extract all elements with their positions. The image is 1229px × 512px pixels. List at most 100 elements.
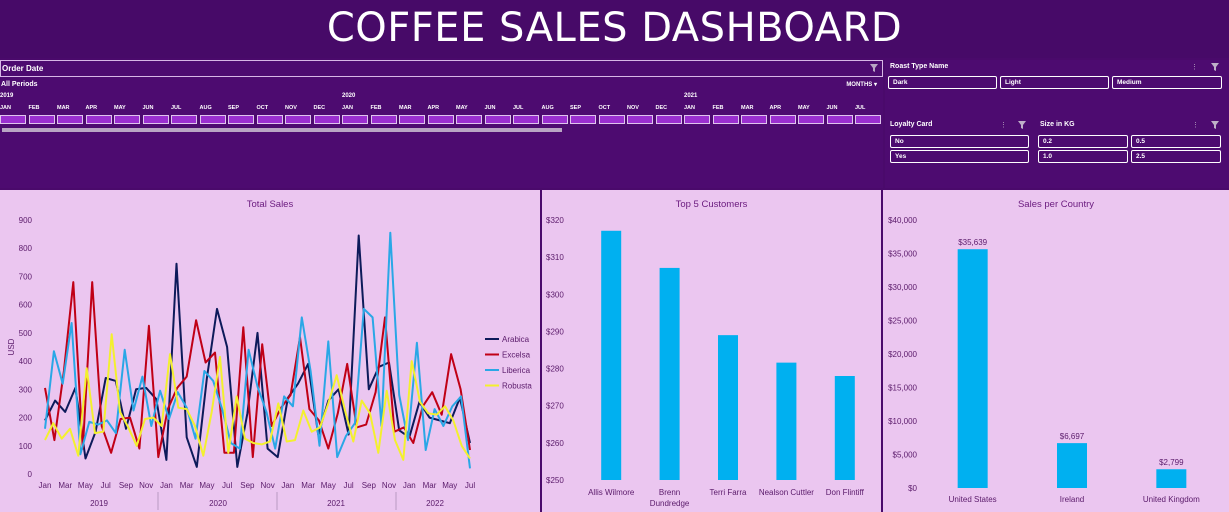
size-option-0-5[interactable]: 0.5	[1131, 135, 1221, 148]
timeline-month-cell[interactable]	[28, 115, 55, 124]
multi-select-icon[interactable]: ⋮	[1192, 122, 1199, 129]
order-date-timeline[interactable]: Order Date All Periods MONTHS ▾ JAN FEB MA…	[0, 60, 883, 188]
y-tick-label: $300	[546, 290, 564, 299]
y-tick-label: $280	[546, 365, 564, 374]
roast-option-medium[interactable]: Medium	[1112, 76, 1222, 89]
x-tick-label: Sep	[240, 481, 255, 490]
timeline-month-cell[interactable]	[598, 115, 625, 124]
timeline-month-cell[interactable]	[684, 115, 710, 124]
timeline-month-cell[interactable]	[0, 115, 26, 124]
timeline-month-cell[interactable]	[712, 115, 739, 124]
timeline-month-label: JAN	[684, 105, 696, 111]
timeline-month-cell[interactable]	[627, 115, 653, 124]
timeline-month-cell[interactable]	[228, 115, 254, 124]
timeline-month-cell[interactable]	[769, 115, 796, 124]
timeline-month-cell[interactable]	[855, 115, 881, 124]
timeline-month-cell[interactable]	[655, 115, 682, 124]
x-year-label: 2019	[90, 499, 108, 508]
loyalty-card-slicer[interactable]: Loyalty Card ⋮ No Yes	[885, 121, 1035, 167]
clear-filter-icon[interactable]	[870, 64, 878, 72]
y-tick-label: 800	[19, 244, 33, 253]
timeline-month-cell[interactable]	[541, 115, 568, 124]
timeline-month-cell[interactable]	[313, 115, 340, 124]
country-bar	[957, 249, 988, 488]
timeline-month-cell[interactable]	[342, 115, 368, 124]
x-category-label: Allis Wilmore	[588, 488, 635, 497]
timeline-month-label: JUN	[484, 105, 496, 111]
roast-type-slicer[interactable]: Roast Type Name ⋮ Dark Light Medium	[885, 63, 1225, 95]
timeline-month-cell[interactable]	[427, 115, 454, 124]
x-tick-label: Jan	[160, 481, 173, 490]
x-tick-label: Sep	[119, 481, 134, 490]
timeline-month-label: DEC	[313, 105, 326, 111]
top-customers-title: Top 5 Customers	[675, 199, 748, 210]
size-option-0-2[interactable]: 0.2	[1038, 135, 1128, 148]
timeline-month-label: APR	[769, 105, 782, 111]
timeline-month-cell[interactable]	[114, 115, 140, 124]
x-tick-label: Nov	[261, 481, 275, 490]
timeline-month-label: MAY	[456, 105, 468, 111]
y-tick-label: 0	[28, 470, 33, 479]
timeline-month-label: JUL	[855, 105, 866, 111]
x-tick-label: Sep	[362, 481, 377, 490]
timeline-month-cell[interactable]	[513, 115, 539, 124]
timeline-month-cell[interactable]	[826, 115, 853, 124]
customer-bar	[776, 362, 797, 480]
customer-bar	[601, 230, 622, 480]
timeline-month-cell[interactable]	[370, 115, 397, 124]
size-slicer[interactable]: Size in KG ⋮ 0.2 0.5 1.0 2.5	[1035, 121, 1225, 167]
y-tick-label: 400	[19, 357, 33, 366]
timeline-month-cell[interactable]	[798, 115, 824, 124]
timeline-granularity-dropdown[interactable]: MONTHS ▾	[846, 81, 877, 88]
timeline-month-label: JUL	[513, 105, 524, 111]
loyalty-option-no[interactable]: No	[890, 135, 1029, 148]
total-sales-title: Total Sales	[246, 199, 294, 210]
timeline-month-label: SEP	[570, 105, 582, 111]
multi-select-icon[interactable]: ⋮	[1000, 122, 1007, 129]
x-tick-label: Mar	[301, 481, 315, 490]
timeline-month-cell[interactable]	[57, 115, 83, 124]
top-customers-panel: Top 5 Customers $250 $260 $270 $280 $290 $300…	[542, 190, 881, 512]
clear-filter-icon[interactable]	[1018, 121, 1026, 129]
y-tick-label: $5,000	[893, 451, 918, 460]
timeline-month-cell[interactable]	[199, 115, 226, 124]
timeline-month-label: JUL	[171, 105, 182, 111]
timeline-year-label: 2019	[0, 93, 14, 99]
multi-select-icon[interactable]: ⋮	[1191, 64, 1198, 71]
timeline-month-cell[interactable]	[484, 115, 511, 124]
x-tick-label: Jul	[101, 481, 111, 490]
y-tick-label: $0	[908, 484, 917, 493]
timeline-month-label: JAN	[0, 105, 12, 111]
timeline-month-label: FEB	[28, 105, 40, 111]
roast-option-light[interactable]: Light	[1000, 76, 1109, 89]
sales-per-country-panel: Sales per Country $0 $5,000 $10,000 $15,000…	[883, 190, 1229, 512]
timeline-month-cell[interactable]	[142, 115, 169, 124]
timeline-month-cell[interactable]	[456, 115, 482, 124]
size-option-2-5[interactable]: 2.5	[1131, 150, 1221, 163]
timeline-month-cell[interactable]	[256, 115, 283, 124]
loyalty-option-yes[interactable]: Yes	[890, 150, 1029, 163]
customer-bar	[834, 376, 855, 480]
timeline-month-cell[interactable]	[85, 115, 112, 124]
x-tick-label: Jul	[465, 481, 475, 490]
x-year-label: 2020	[209, 499, 227, 508]
timeline-month-cell[interactable]	[171, 115, 197, 124]
size-option-1-0[interactable]: 1.0	[1038, 150, 1128, 163]
clear-filter-icon[interactable]	[1211, 121, 1219, 129]
x-tick-label: May	[199, 481, 214, 490]
timeline-month-cell[interactable]	[741, 115, 767, 124]
y-tick-label: $290	[546, 327, 564, 336]
roast-option-dark[interactable]: Dark	[888, 76, 997, 89]
timeline-month-cell[interactable]	[570, 115, 596, 124]
x-category-label: Terri Farra	[710, 488, 747, 497]
timeline-month-cell[interactable]	[399, 115, 425, 124]
bar-data-label: $2,799	[1159, 458, 1184, 467]
timeline-month-cell[interactable]	[285, 115, 311, 124]
timeline-month-label: FEB	[712, 105, 724, 111]
timeline-scrollbar[interactable]	[2, 128, 562, 132]
timeline-month-label: FEB	[370, 105, 382, 111]
clear-filter-icon[interactable]	[1211, 63, 1219, 71]
x-category-label: Dundredge	[650, 499, 690, 508]
y-tick-label: $20,000	[888, 350, 917, 359]
y-tick-label: 700	[19, 272, 33, 281]
